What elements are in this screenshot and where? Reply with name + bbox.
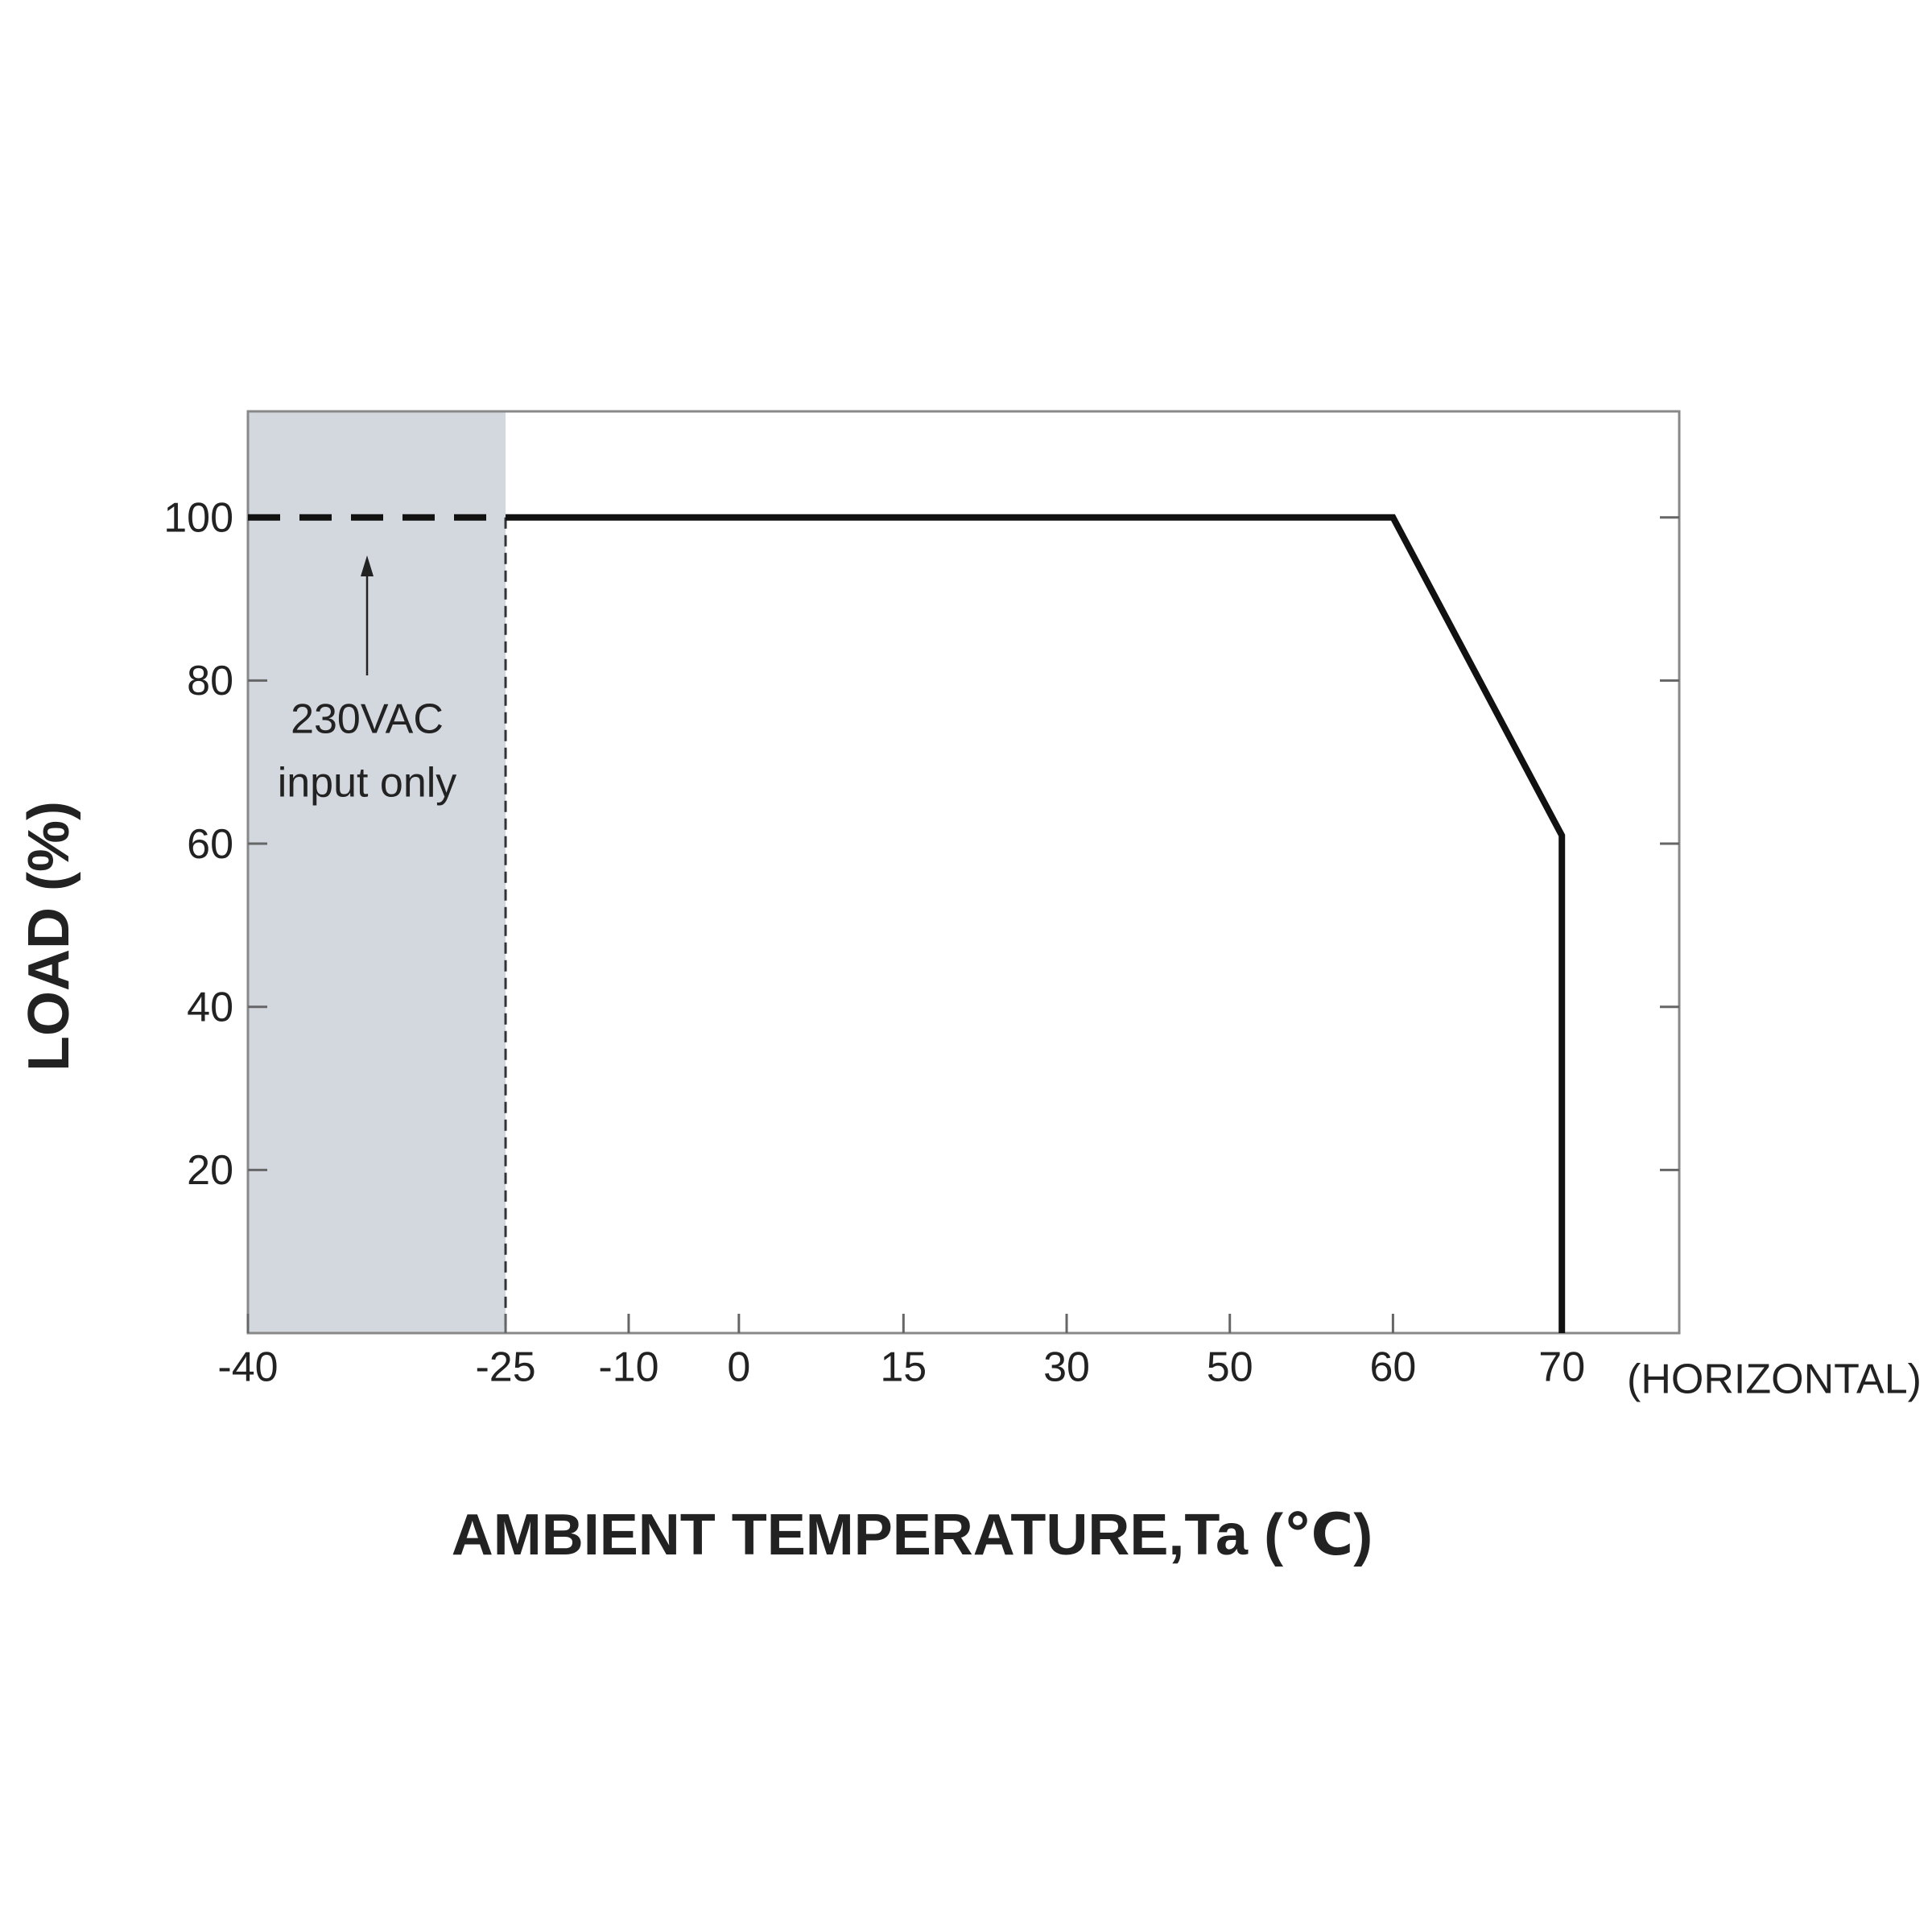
x-tick-label: 60 xyxy=(1369,1344,1416,1391)
y-axis-title: LOAD (%) xyxy=(17,801,81,1071)
x-axis-title: AMBIENT TEMPERATURE,Ta (℃) xyxy=(452,1503,1373,1567)
x-tick-label: 0 xyxy=(727,1344,750,1391)
shaded-region xyxy=(248,411,506,1333)
plot-frame xyxy=(246,410,1681,1335)
annotation-arrowhead xyxy=(361,555,374,576)
annotation: 230VAC xyxy=(291,696,444,743)
x-tick-label: 50 xyxy=(1207,1344,1253,1391)
x-tick-label: 30 xyxy=(1043,1344,1090,1391)
y-tick-label: 40 xyxy=(187,984,233,1030)
load-curve xyxy=(506,514,1566,1333)
x-tick-label: -40 xyxy=(217,1344,278,1391)
x-tick-label: 15 xyxy=(880,1344,927,1391)
x-tick-label: 70 xyxy=(1538,1344,1585,1391)
annotation: input only xyxy=(278,760,457,807)
x-tick-label: -25 xyxy=(475,1344,535,1391)
y-tick-label: 20 xyxy=(187,1147,233,1194)
y-tick-label: 80 xyxy=(187,658,233,704)
x-tick-label: -10 xyxy=(598,1344,658,1391)
y-tick-label: 100 xyxy=(163,494,233,541)
axis-note: (HORIZONTAL) xyxy=(1627,1356,1922,1403)
y-tick-label: 60 xyxy=(187,821,233,868)
